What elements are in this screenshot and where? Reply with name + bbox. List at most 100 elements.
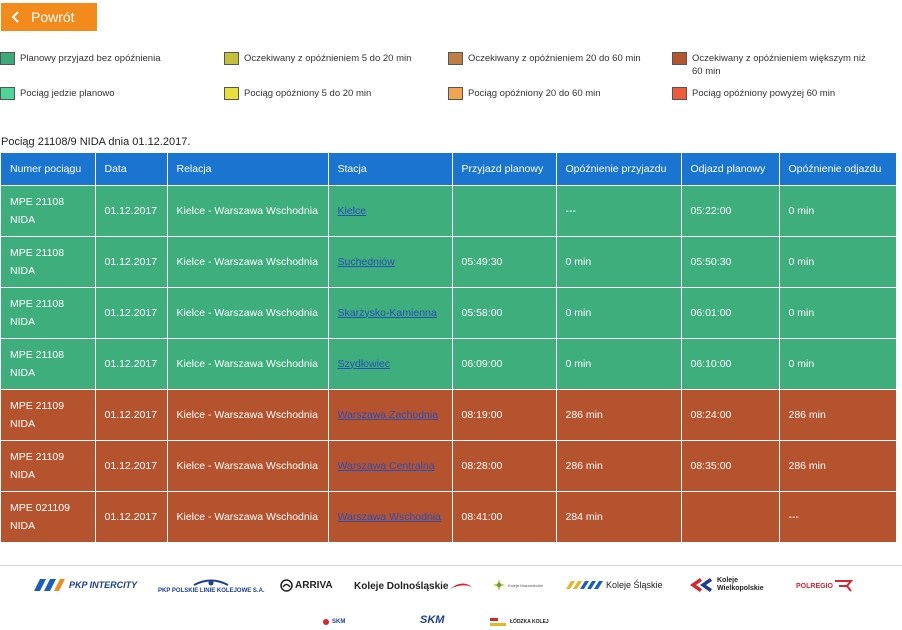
cell-route: Kielce - Warszawa Wschodnia xyxy=(167,185,329,237)
legend-swatch xyxy=(224,87,239,100)
train-name: NIDA xyxy=(10,315,36,328)
carrier-logos: PKP INTERCITY PKP POLSKIE LINIE KOLEJOWE… xyxy=(0,568,902,630)
station-link[interactable]: Skarżysko-Kamienna xyxy=(337,306,437,319)
cell-arrival-delay: 286 min xyxy=(556,440,682,492)
train-number: MPE 021109 xyxy=(10,501,70,514)
train-number: MPE 21108 xyxy=(10,195,65,208)
back-button-label: Powrót xyxy=(31,9,75,25)
train-title: Pociąg 21108/9 NIDA dnia 01.12.2017. xyxy=(1,136,191,148)
legend-swatch xyxy=(0,87,15,100)
logo-text: POLREGIO xyxy=(796,582,833,590)
logo-koleje-wielkopolskie[interactable]: Koleje Wielkopolskie xyxy=(688,577,764,593)
logo-koleje-mazowieckie[interactable]: Koleje Mazowieckie xyxy=(492,578,543,592)
logo-text: Wielkopolskie xyxy=(717,585,764,592)
station-link[interactable]: Warszawa Centralna xyxy=(337,459,435,472)
train-name: NIDA xyxy=(10,468,36,481)
station-link[interactable]: Kielce xyxy=(337,204,367,217)
logo-pkp-intercity[interactable]: PKP INTERCITY xyxy=(32,578,137,592)
legend-swatch xyxy=(672,52,687,65)
header-route: Relacja xyxy=(167,153,329,186)
cell-departure-delay: 286 min xyxy=(779,440,897,492)
legend-item: Planowy przyjazd bez opóźnienia xyxy=(0,52,220,65)
logo-arriva[interactable]: ARRIVA xyxy=(280,579,333,592)
cell-date: 01.12.2017 xyxy=(95,287,168,339)
table-header-row: Numer pociągu Data Relacja Stacja Przyja… xyxy=(1,153,897,186)
station-link[interactable]: Warszawa Zachodnia xyxy=(337,408,439,421)
train-name: NIDA xyxy=(10,213,36,226)
cell-arrival-delay: 286 min xyxy=(556,389,682,441)
train-number: MPE 21108 xyxy=(10,246,65,259)
cell-station: Warszawa Zachodnia xyxy=(328,389,453,441)
arriva-mark-icon xyxy=(280,579,293,592)
cell-station: Skarżysko-Kamienna xyxy=(328,287,453,339)
cell-route: Kielce - Warszawa Wschodnia xyxy=(167,287,329,339)
cell-arrival: 08:19:00 xyxy=(452,389,557,441)
cell-date: 01.12.2017 xyxy=(95,440,168,492)
chevron-left-icon xyxy=(11,11,19,23)
footer-divider xyxy=(0,565,902,566)
logo-text: Koleje Dolnośląskie xyxy=(354,580,449,592)
station-link[interactable]: Szydłowiec xyxy=(337,357,391,370)
logo-lodzka-kolej[interactable]: ŁÓDZKA KOLEJ xyxy=(490,617,549,627)
header-departure-delay: Opóźnienie odjazdu xyxy=(779,153,897,186)
cell-departure-delay: --- xyxy=(779,491,897,543)
legend-label: Planowy przyjazd bez opóźnienia xyxy=(20,53,161,64)
cell-arrival-delay: 0 min xyxy=(556,338,682,390)
legend-label: Oczekiwany z opóźnieniem większym niż 60… xyxy=(692,53,866,77)
cell-route: Kielce - Warszawa Wschodnia xyxy=(167,389,329,441)
cell-train: MPE 21109 NIDA xyxy=(1,440,96,492)
station-link[interactable]: Warszawa Wschodnia xyxy=(337,510,441,523)
logo-text: PKP INTERCITY xyxy=(69,580,138,590)
logo-koleje-slaskie[interactable]: Koleje Śląskie xyxy=(566,580,663,590)
logo-text: SKM xyxy=(420,614,445,626)
cell-station: Warszawa Wschodnia xyxy=(328,491,453,543)
logo-skm[interactable]: SKM xyxy=(420,614,444,626)
back-button[interactable]: Powrót xyxy=(1,3,97,31)
cell-train: MPE 21108 NIDA xyxy=(1,287,96,339)
cell-departure xyxy=(681,491,780,543)
legend-label: Pociąg opóźniony 5 do 20 min xyxy=(244,88,372,99)
cell-station: Warszawa Centralna xyxy=(328,440,453,492)
legend-swatch xyxy=(672,87,687,100)
logo-polregio[interactable]: POLREGIO xyxy=(796,578,853,594)
header-date: Data xyxy=(95,153,168,186)
legend-item: Pociąg jedzie planowo xyxy=(0,87,220,100)
logo-pkp-plk[interactable]: PKP POLSKIE LINIE KOLEJOWE S.A. xyxy=(158,578,265,594)
train-number: MPE 21109 xyxy=(10,450,65,463)
cell-departure-delay: 0 min xyxy=(779,236,897,288)
intercity-mark-icon xyxy=(34,579,65,591)
legend-item: Pociąg opóźniony 5 do 20 min xyxy=(224,87,439,100)
cell-departure-delay: 0 min xyxy=(779,287,897,339)
legend-item: Oczekiwany z opóźnieniem 20 do 60 min xyxy=(448,52,663,65)
cell-date: 01.12.2017 xyxy=(95,185,168,237)
lodzka-mark-icon xyxy=(490,618,506,626)
logo-skm-small[interactable]: SKM xyxy=(322,618,345,626)
legend-item: Pociąg opóźniony powyżej 60 min xyxy=(672,87,877,100)
cell-station: Szydłowiec xyxy=(328,338,453,390)
legend-item: Oczekiwany z opóźnieniem 5 do 20 min xyxy=(224,52,439,65)
legend-swatch xyxy=(448,87,463,100)
cell-route: Kielce - Warszawa Wschodnia xyxy=(167,491,329,543)
logo-text: Koleje xyxy=(717,577,739,584)
cell-train: MPE 21109 NIDA xyxy=(1,389,96,441)
legend-label: Oczekiwany z opóźnieniem 5 do 20 min xyxy=(244,53,412,64)
logo-koleje-dolnoslaskie[interactable]: Koleje Dolnośląskie xyxy=(354,579,474,593)
table-row: MPE 21108 NIDA 01.12.2017 Kielce - Warsza… xyxy=(1,287,897,339)
header-departure: Odjazd planowy xyxy=(681,153,780,186)
cell-route: Kielce - Warszawa Wschodnia xyxy=(167,338,329,390)
cell-route: Kielce - Warszawa Wschodnia xyxy=(167,236,329,288)
cell-date: 01.12.2017 xyxy=(95,491,168,543)
cell-date: 01.12.2017 xyxy=(95,389,168,441)
table-row: MPE 21109 NIDA 01.12.2017 Kielce - Warsza… xyxy=(1,440,897,492)
train-number: MPE 21109 xyxy=(10,399,65,412)
cell-route: Kielce - Warszawa Wschodnia xyxy=(167,440,329,492)
train-number: MPE 21108 xyxy=(10,348,65,361)
cell-departure-delay: 0 min xyxy=(779,338,897,390)
cell-station: Suchedniów xyxy=(328,236,453,288)
cell-arrival: 05:49:30 xyxy=(452,236,557,288)
legend-label: Pociąg jedzie planowo xyxy=(20,88,115,99)
cell-arrival xyxy=(452,185,557,237)
table-row: MPE 021109 NIDA 01.12.2017 Kielce - Warsz… xyxy=(1,491,897,543)
cell-departure-delay: 0 min xyxy=(779,185,897,237)
station-link[interactable]: Suchedniów xyxy=(337,255,395,268)
